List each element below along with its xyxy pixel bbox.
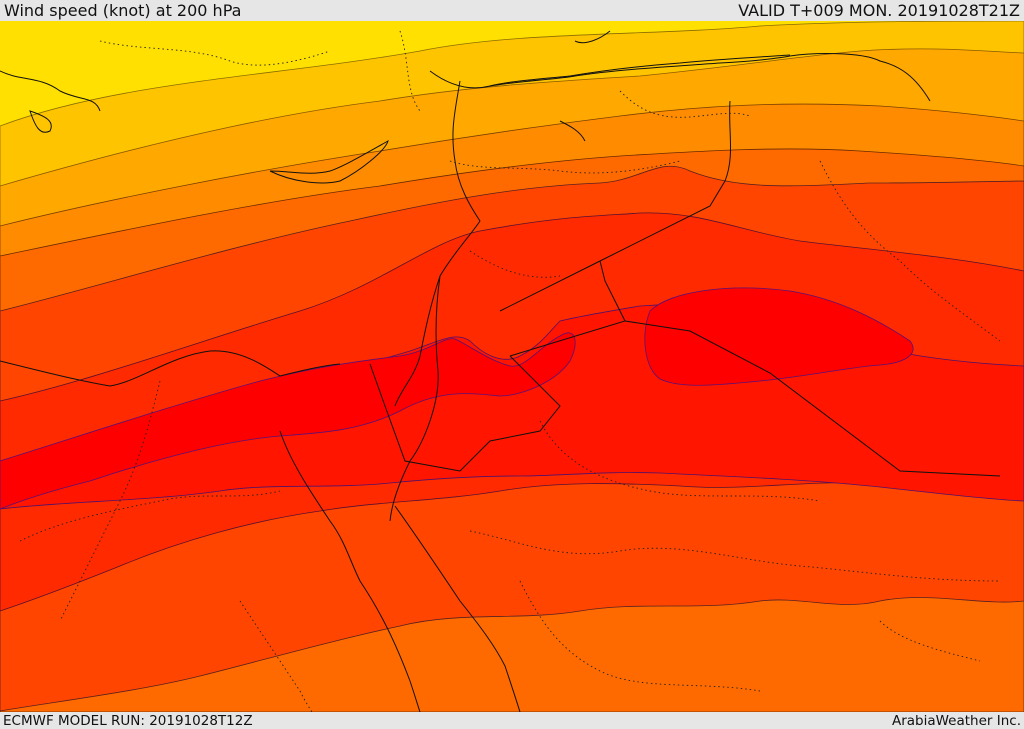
credit: ArabiaWeather Inc. (891, 712, 1021, 729)
model-run: ECMWF MODEL RUN: 20191028T12Z (3, 712, 253, 729)
band-9-east-jet-core (644, 287, 914, 386)
wind-speed-map (0, 21, 1024, 712)
band-9-west-jet-core (0, 332, 576, 510)
map-footer: ECMWF MODEL RUN: 20191028T12Z ArabiaWeat… (0, 712, 1024, 729)
province-boundaries (19, 30, 1001, 712)
country-borders (369, 53, 1001, 477)
valid-time: VALID T+009 MON. 20191028T21Z (738, 1, 1020, 20)
map-header: Wind speed (knot) at 200 hPa VALID T+009… (0, 0, 1024, 21)
coastlines (0, 30, 791, 712)
map-title: Wind speed (knot) at 200 hPa (4, 1, 242, 20)
